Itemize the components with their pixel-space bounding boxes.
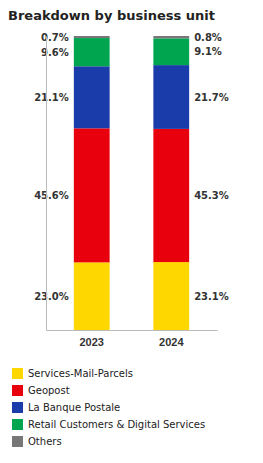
title: Breakdown by business unit	[8, 8, 215, 23]
bar-segment	[153, 262, 189, 330]
legend-swatch	[12, 402, 23, 413]
data-label: 23.1%	[194, 291, 229, 302]
legend-swatch	[12, 368, 23, 379]
chart: Breakdown by business unit 23.0% 45.6% 21.1…	[0, 0, 263, 463]
bar-segment	[74, 66, 110, 128]
legend-swatch	[12, 419, 23, 430]
legend-label: Geopost	[28, 385, 70, 396]
legend: Services-Mail-Parcels Geopost La Banque Po…	[12, 368, 205, 447]
axis-domain	[46, 37, 47, 331]
legend-item: Services-Mail-Parcels	[12, 368, 133, 379]
data-labels: 23.0% 45.6% 21.1% 9.6% 0.7% 23.1% 45.3% 21.7% 9.…	[34, 32, 229, 302]
data-label: 23.0%	[34, 291, 69, 302]
x-tick: 2024	[159, 336, 184, 348]
bar-segment	[153, 65, 189, 129]
bar-segment	[153, 38, 189, 65]
bar-segment	[153, 36, 189, 38]
legend-label: Retail Customers & Digital Services	[28, 419, 205, 430]
legend-label: La Banque Postale	[28, 402, 120, 413]
x-tick-label: 2023	[79, 336, 103, 348]
bar-segment	[74, 128, 110, 262]
data-label: 9.6%	[41, 47, 69, 58]
bar-segment	[153, 129, 189, 262]
legend-item: La Banque Postale	[12, 402, 120, 413]
bars	[74, 36, 189, 330]
data-label: 0.8%	[194, 32, 222, 43]
data-label: 45.3%	[194, 190, 229, 201]
y-axis	[46, 37, 47, 331]
data-label: 21.1%	[34, 92, 69, 103]
axis-domain	[47, 330, 218, 331]
bar-segment	[74, 38, 110, 66]
legend-swatch	[12, 385, 23, 396]
legend-item: Geopost	[12, 385, 70, 396]
data-label: 21.7%	[194, 92, 229, 103]
x-axis: 2023 2024	[47, 331, 218, 349]
bar-segment	[74, 36, 110, 38]
data-label: 9.1%	[194, 46, 222, 57]
legend-item: Others	[12, 436, 62, 447]
x-tick-label: 2024	[159, 336, 184, 348]
legend-item: Retail Customers & Digital Services	[12, 419, 205, 430]
bar-segment	[74, 262, 110, 330]
data-label: 45.6%	[34, 190, 69, 201]
legend-swatch	[12, 436, 23, 447]
x-tick: 2023	[79, 336, 103, 348]
legend-label: Others	[28, 436, 62, 447]
data-label: 0.7%	[41, 32, 69, 43]
legend-label: Services-Mail-Parcels	[28, 368, 133, 379]
